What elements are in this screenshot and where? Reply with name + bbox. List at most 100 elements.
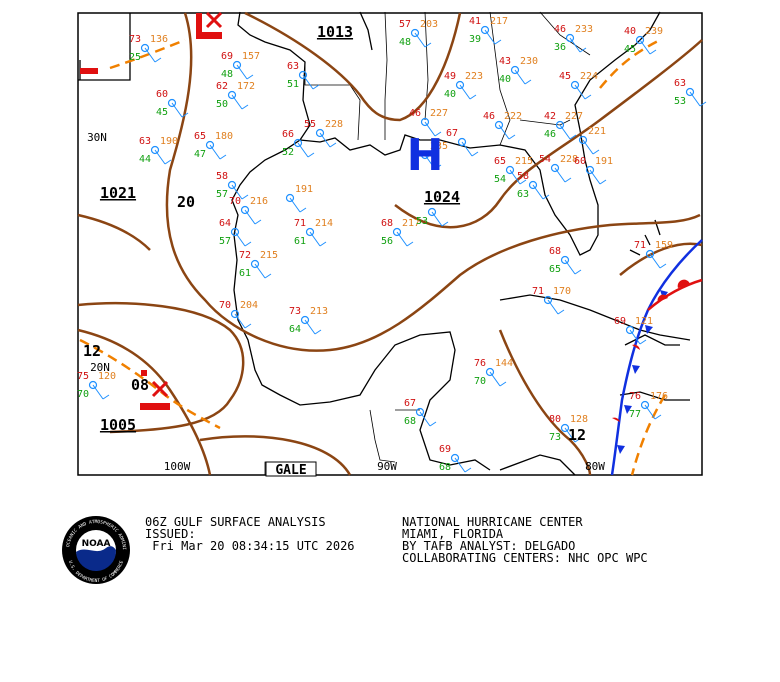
wind-barb	[234, 313, 246, 329]
station-dewpoint: 70	[474, 376, 486, 387]
station-pressure: 214	[315, 218, 333, 229]
wind-barb	[209, 144, 221, 160]
station-temperature: 72	[239, 250, 251, 261]
station-temperature: 62	[216, 81, 228, 92]
station-dewpoint: 45	[156, 107, 168, 118]
station-temperature: 41	[469, 16, 481, 27]
station-circle	[578, 135, 588, 145]
wind-barb-feather	[307, 152, 315, 158]
wind-barb	[419, 411, 431, 427]
station-circle	[420, 117, 430, 127]
station-temperature: 73	[289, 306, 301, 317]
footer-right-line: MIAMI, FLORIDA	[402, 527, 504, 541]
wind-barb-feather	[429, 421, 437, 427]
wind-barb-feather	[592, 149, 600, 155]
logo-text: NOAA	[82, 539, 111, 549]
wind-barb	[644, 404, 656, 420]
station-circle	[555, 120, 565, 130]
warm-front	[612, 278, 703, 422]
longitude-label: 100W	[164, 460, 191, 473]
station-dewpoint: 68	[439, 462, 451, 473]
wind-barb	[564, 259, 576, 275]
station-dewpoint: 63	[517, 189, 529, 200]
station-temperature: 49	[444, 71, 456, 82]
station-temperature: 69	[439, 444, 451, 455]
station-dewpoint: 47	[194, 149, 206, 160]
station-dewpoint: 68	[404, 416, 416, 427]
station-pressure: 203	[420, 19, 438, 30]
station-temperature: 67	[404, 398, 416, 409]
station-circle	[543, 295, 553, 305]
station-dewpoint: 25	[129, 52, 141, 63]
wind-barb-feather	[499, 381, 507, 387]
station-temperature: 67	[446, 128, 458, 139]
station-temperature: 76	[629, 391, 641, 402]
isobar-label: 1013	[317, 23, 353, 41]
wind-barb-feather	[557, 309, 565, 315]
wind-barb	[589, 169, 601, 185]
wind-barb	[171, 102, 183, 118]
station-circle	[450, 453, 460, 463]
station-circle	[550, 163, 560, 173]
station-pressure: 235	[430, 141, 448, 152]
station-temperature: 54	[539, 154, 551, 165]
high-label: H	[407, 130, 444, 181]
station-dewpoint: 39	[469, 34, 481, 45]
wind-barb-feather	[699, 101, 707, 107]
wind-barb	[639, 39, 651, 55]
station-circle	[392, 227, 402, 237]
station-circle	[560, 255, 570, 265]
wind-barb	[459, 84, 471, 100]
wind-barb	[414, 32, 426, 48]
station-temperature: 60	[574, 156, 586, 167]
wind-barb-feather	[469, 94, 477, 100]
station-temperature: 46	[483, 111, 495, 122]
footer-left-line: ISSUED:	[145, 527, 196, 541]
station-dewpoint: 77	[629, 409, 641, 420]
station-pressure: 191	[595, 156, 613, 167]
station-temperature: 65	[494, 156, 506, 167]
wind-barb-feather	[181, 112, 189, 118]
wind-barb-feather	[599, 179, 607, 185]
wind-barb	[514, 69, 526, 85]
wind-barb	[689, 91, 701, 107]
station-circle	[230, 227, 240, 237]
station-pressure: 120	[98, 371, 116, 382]
station-pressure: 227	[565, 111, 583, 122]
wind-barb	[431, 211, 443, 227]
footer-left-line: Fri Mar 20 08:34:15 UTC 2026	[145, 539, 355, 553]
station-circle	[528, 180, 538, 190]
wind-barb	[532, 184, 544, 200]
station-temperature: 58	[216, 171, 228, 182]
station-dewpoint: 40	[499, 74, 511, 85]
wind-barb	[302, 74, 314, 90]
station-pressure: 223	[465, 71, 483, 82]
gale-label: GALE	[275, 463, 306, 478]
station-dewpoint: 46	[544, 129, 556, 140]
station-temperature: 46	[554, 24, 566, 35]
station-circle	[485, 367, 495, 377]
wind-barb-feather	[464, 467, 472, 473]
station-dewpoint: 65	[549, 264, 561, 275]
station-temperature: 63	[674, 78, 686, 89]
latitude-label: 30N	[87, 131, 107, 144]
station-dewpoint: 40	[444, 89, 456, 100]
isobar-label: 12	[83, 342, 101, 360]
station-circle	[494, 120, 504, 130]
noaa-logo: NATIONAL OCEANIC AND ATMOSPHERIC ADMINIS…	[62, 516, 130, 584]
wind-barb-feather	[494, 39, 502, 45]
wind-barb	[144, 47, 156, 63]
station-pressure: 172	[237, 81, 255, 92]
isobars	[77, 11, 703, 476]
wind-barb-feather	[241, 104, 249, 110]
wind-barb-feather	[319, 241, 327, 247]
station-circle	[625, 325, 635, 335]
cold-front	[610, 239, 703, 476]
station-circle	[300, 315, 310, 325]
wind-barb	[236, 64, 248, 80]
station-pressure: 230	[520, 56, 538, 67]
footer-right-line: BY TAFB ANALYST: DELGADO	[402, 539, 575, 553]
wind-barb	[489, 371, 501, 387]
wind-barb-feather	[329, 142, 337, 148]
station-temperature: 68	[381, 218, 393, 229]
